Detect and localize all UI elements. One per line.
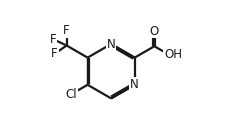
Text: F: F <box>51 47 58 60</box>
Text: O: O <box>150 25 159 38</box>
Text: F: F <box>50 33 57 46</box>
Text: OH: OH <box>164 48 182 61</box>
Text: Cl: Cl <box>65 88 77 101</box>
Text: N: N <box>130 78 139 91</box>
Text: F: F <box>63 24 70 37</box>
Text: N: N <box>107 38 116 51</box>
